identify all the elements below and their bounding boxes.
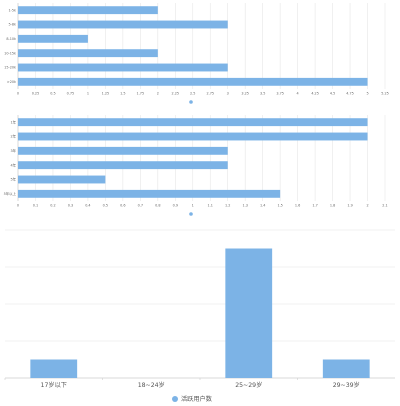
legend-label: 活跃用户数: [181, 395, 213, 403]
x-tick-label: 1: [192, 204, 194, 208]
x-tick-label: 1.7: [312, 204, 317, 208]
x-tick-label: 2.5: [190, 92, 195, 96]
x-tick-label: 2.1: [382, 204, 387, 208]
bar[interactable]: [30, 359, 78, 379]
x-tick-label: 2: [366, 204, 368, 208]
x-tick-label: 17岁以下: [41, 381, 67, 389]
y-tick-label: 8-10k: [6, 37, 16, 41]
x-tick-label: 0.5: [103, 204, 108, 208]
bar[interactable]: [18, 20, 228, 29]
y-tick-label: 1-5k: [8, 8, 16, 12]
bar[interactable]: [18, 146, 228, 155]
bar[interactable]: [18, 132, 368, 141]
x-tick-label: 4.5: [330, 92, 335, 96]
x-tick-label: 1.75: [137, 92, 145, 96]
x-tick-label: 3.75: [276, 92, 284, 96]
x-tick-label: 29~39岁: [333, 381, 360, 389]
x-tick-label: 25~29岁: [235, 381, 262, 389]
legend-marker[interactable]: [189, 100, 193, 104]
x-tick-label: 3.25: [241, 92, 249, 96]
x-tick-label: 5: [366, 92, 368, 96]
x-tick-label: 0.3: [68, 204, 73, 208]
x-tick-label: 3: [227, 92, 229, 96]
x-tick-label: 4.25: [311, 92, 319, 96]
y-tick-label: 4年: [10, 162, 16, 167]
x-tick-label: 0.2: [50, 204, 55, 208]
x-tick-label: 1.8: [330, 204, 335, 208]
x-tick-label: 18~24岁: [138, 381, 165, 389]
bar[interactable]: [225, 248, 273, 379]
chart-salary: 0 0.25 0.5 0.75 1 1.25 1.5 1.75 2 2.25 2.5 2.75 3 3.2…: [4, 3, 389, 104]
y-tick-label: 2年: [10, 134, 16, 139]
x-tick-label: 0.75: [67, 92, 75, 96]
x-tick-label: 1.9: [347, 204, 352, 208]
bar[interactable]: [18, 175, 106, 184]
x-tick-label: 0.9: [173, 204, 178, 208]
x-tick-label: 1.5: [120, 92, 125, 96]
x-tick-label: 3.5: [260, 92, 265, 96]
y-tick-label: 5-8k: [8, 23, 16, 27]
x-tick-label: 0.8: [155, 204, 160, 208]
x-tick-label: 2.25: [172, 92, 180, 96]
x-tick-label: 1.4: [260, 204, 265, 208]
x-tick-label: 1.2: [225, 204, 230, 208]
x-tick-label: 1.1: [208, 204, 213, 208]
x-tick-label: 0.5: [50, 92, 55, 96]
bar[interactable]: [18, 49, 158, 58]
x-tick-label: 0.1: [33, 204, 38, 208]
y-tick-label: >20k: [7, 80, 16, 84]
bar[interactable]: [18, 161, 228, 170]
x-tick-label: 1: [87, 92, 89, 96]
x-tick-label: 4: [297, 92, 299, 96]
x-tick-label: 1.6: [295, 204, 300, 208]
x-tick-label: 1.3: [242, 204, 247, 208]
bar[interactable]: [322, 359, 370, 379]
x-tick-label: 0.25: [32, 92, 40, 96]
y-tick-label: 15-20k: [4, 66, 16, 70]
x-tick-label: 0.7: [138, 204, 143, 208]
y-tick-label: 1年: [10, 119, 16, 124]
x-tick-label: 2.75: [206, 92, 214, 96]
x-tick-label: 1.5: [277, 204, 282, 208]
bar[interactable]: [18, 34, 88, 43]
legend-marker[interactable]: [172, 396, 178, 402]
x-tick-label: 0.4: [85, 204, 90, 208]
chart-experience: 0 0.1 0.2 0.3 0.4 0.5 0.6 0.7 0.8 0.9 1 1.1 1.2 1.3 1.…: [4, 115, 388, 216]
x-tick-label: 1.25: [102, 92, 110, 96]
bar[interactable]: [18, 77, 368, 86]
x-tick-label: 0: [17, 204, 19, 208]
x-tick-label: 5.25: [381, 92, 389, 96]
x-tick-label: 2: [157, 92, 159, 96]
y-tick-label: 3年: [10, 148, 16, 153]
x-tick-label: 0: [17, 92, 19, 96]
legend-marker[interactable]: [189, 212, 193, 216]
y-tick-label: 5年以上: [4, 191, 17, 196]
bar[interactable]: [18, 6, 158, 15]
bar[interactable]: [18, 63, 228, 72]
y-tick-label: 5年: [10, 177, 16, 182]
bar[interactable]: [18, 189, 281, 198]
y-tick-label: 10-15k: [4, 51, 16, 55]
bar[interactable]: [18, 118, 368, 127]
x-tick-label: 0.6: [120, 204, 125, 208]
x-tick-label: 4.75: [346, 92, 354, 96]
